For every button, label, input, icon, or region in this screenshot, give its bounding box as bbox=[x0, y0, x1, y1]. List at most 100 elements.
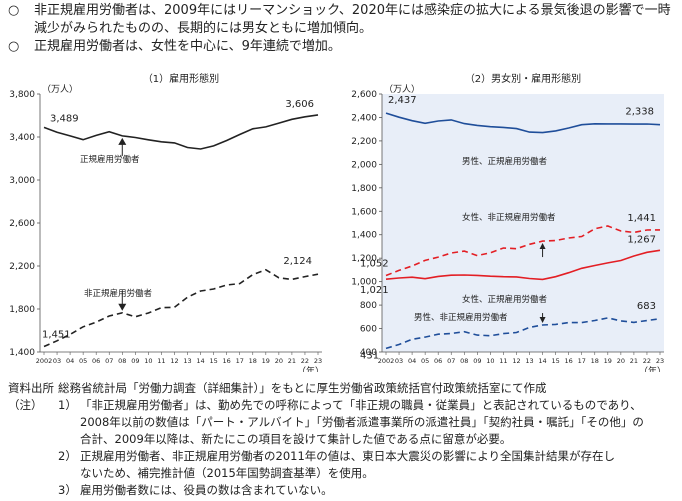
source-label: 資料出所 bbox=[8, 381, 54, 395]
series-line bbox=[385, 249, 661, 281]
chart-gender-employment-type: （2）男女別・雇用形態別 （万人） 400 600 800 1,000 1,200 1,400… bbox=[351, 72, 666, 372]
x-tick-label: 21 bbox=[630, 357, 638, 365]
note-row-2: 2） 正規雇用労働者、非正規雇用労働者の2011年の値は、東日本大震災の影響によ… bbox=[8, 448, 678, 465]
x-tick-label: 2002 bbox=[378, 357, 395, 365]
y-tick-label: 2,400 bbox=[351, 113, 377, 123]
summary-bullet-2: ○ 正規雇用労働者は、女性を中心に、9年連続で増加。 bbox=[8, 38, 678, 56]
y-unit-label: （万人） bbox=[42, 84, 78, 95]
y-tick-label: 3,000 bbox=[9, 176, 35, 186]
series-line bbox=[385, 317, 661, 350]
x-tick-label: 13 bbox=[183, 357, 191, 365]
note-number: 1） bbox=[58, 398, 77, 412]
x-tick-label: 03 bbox=[53, 357, 61, 365]
summary-bullets: ○ 非正規雇用労働者は、2009年にはリーマンショック、2020年には感染症の拡… bbox=[8, 2, 678, 56]
summary-text-1: 非正規雇用労働者は、2009年にはリーマンショック、2020年には感染症の拡大に… bbox=[34, 3, 671, 36]
notes-section: 資料出所 総務省統計局「労働力調査（詳細集計）」をもとに厚生労働省政策統括官付政… bbox=[8, 380, 678, 499]
x-tick-label: 05 bbox=[421, 357, 429, 365]
x-tick-label: 21 bbox=[288, 357, 296, 365]
x-tick-label: 13 bbox=[525, 357, 533, 365]
series-name-label: 正規雇用労働者 bbox=[80, 154, 140, 165]
chart-employment-type: （1）雇用形態別 （万人） 1,400 1,800 2,200 2,600 3,000 3,4… bbox=[9, 72, 324, 372]
series-line bbox=[43, 268, 319, 348]
series-name-label: 男性、非正規雇用労働者 bbox=[414, 312, 508, 323]
y-tick-label: 2,200 bbox=[9, 262, 35, 272]
x-tick-label: 17 bbox=[578, 357, 586, 365]
y-tick-label: 1,400 bbox=[9, 348, 35, 358]
x-tick-label: 07 bbox=[447, 357, 455, 365]
x-tick-label: 18 bbox=[249, 357, 257, 365]
summary-bullet-1: ○ 非正規雇用労働者は、2009年にはリーマンショック、2020年には感染症の拡… bbox=[8, 2, 678, 38]
x-tick-label: 15 bbox=[551, 357, 559, 365]
first-value-label: 2,437 bbox=[388, 95, 417, 106]
x-tick-label: 06 bbox=[92, 357, 100, 365]
first-value-label: 1,451 bbox=[42, 330, 71, 341]
last-value-label: 3,606 bbox=[285, 99, 314, 110]
x-tick-label: 11 bbox=[499, 357, 507, 365]
plot-background bbox=[382, 94, 664, 352]
note-number: 2） bbox=[58, 449, 77, 463]
note-row-1: （注） 1） 「非正規雇用労働者」は、勤め先での呼称によって「非正規の職員・従業… bbox=[8, 397, 678, 414]
summary-text-2: 正規雇用労働者は、女性を中心に、9年連続で増加。 bbox=[34, 39, 341, 54]
x-tick-label: 19 bbox=[604, 357, 612, 365]
note-line: 合計、2009年以降は、新たにこの項目を設けて集計した値である点に留意が必要。 bbox=[80, 432, 512, 446]
x-tick-label: 23 bbox=[314, 357, 322, 365]
y-tick-label: 2,600 bbox=[351, 90, 377, 100]
note-line: ないため、補完推計値（2015年国勢調査基準）を使用。 bbox=[80, 466, 374, 480]
x-tick-label: 17 bbox=[236, 357, 244, 365]
x-tick-label: 15 bbox=[209, 357, 217, 365]
y-tick-label: 2,000 bbox=[351, 160, 377, 170]
source-text: 総務省統計局「労働力調査（詳細集計）」をもとに厚生労働省政策統括官付政策統括室に… bbox=[58, 381, 547, 395]
last-value-label: 1,441 bbox=[627, 213, 656, 224]
series-name-label: 女性、非正規雇用労働者 bbox=[462, 212, 556, 223]
y-tick-label: 2,600 bbox=[9, 219, 35, 229]
bullet-circle-icon: ○ bbox=[8, 39, 20, 54]
x-tick-label: 05 bbox=[79, 357, 87, 365]
x-tick-label: 06 bbox=[434, 357, 442, 365]
x-axis-suffix: （年） bbox=[639, 365, 666, 372]
series-line bbox=[385, 225, 661, 277]
y-tick-label: 1,600 bbox=[351, 207, 377, 217]
y-tick-label: 3,800 bbox=[9, 90, 35, 100]
x-tick-label: 16 bbox=[223, 357, 231, 365]
x-tick-label: 22 bbox=[643, 357, 651, 365]
arrow-head bbox=[118, 137, 127, 145]
y-tick-label: 800 bbox=[360, 301, 377, 311]
x-tick-label: 19 bbox=[262, 357, 270, 365]
y-tick-label: 1,000 bbox=[351, 278, 377, 288]
x-tick-label: 04 bbox=[66, 357, 74, 365]
bullet-circle-icon: ○ bbox=[8, 3, 20, 18]
x-tick-label: 23 bbox=[656, 357, 664, 365]
first-value-label: 3,489 bbox=[50, 113, 79, 124]
last-value-label: 2,338 bbox=[625, 107, 654, 118]
y-tick-label: 1,800 bbox=[9, 305, 35, 315]
arrow-head bbox=[539, 243, 546, 250]
x-tick-label: 14 bbox=[538, 357, 546, 365]
x-tick-label: 04 bbox=[408, 357, 416, 365]
x-tick-label: 12 bbox=[512, 357, 520, 365]
y-tick-label: 400 bbox=[360, 348, 377, 358]
source-row: 資料出所 総務省統計局「労働力調査（詳細集計）」をもとに厚生労働省政策統括官付政… bbox=[8, 380, 678, 397]
series-name-label: 女性、正規雇用労働者 bbox=[462, 294, 548, 305]
note-line: 雇用労働者数には、役員の数は含まれていない。 bbox=[80, 483, 333, 497]
x-tick-label: 10 bbox=[486, 357, 494, 365]
y-unit-label: （万人） bbox=[384, 84, 420, 95]
x-tick-label: 18 bbox=[591, 357, 599, 365]
last-value-label: 1,267 bbox=[627, 234, 656, 245]
x-tick-label: 14 bbox=[196, 357, 204, 365]
series-name-label: 非正規雇用労働者 bbox=[84, 288, 153, 299]
last-value-label: 683 bbox=[637, 301, 656, 312]
x-tick-label: 03 bbox=[395, 357, 403, 365]
y-tick-label: 1,200 bbox=[351, 254, 377, 264]
x-tick-label: 20 bbox=[617, 357, 625, 365]
x-tick-label: 09 bbox=[473, 357, 481, 365]
x-axis-suffix: （年） bbox=[297, 365, 324, 372]
chart-title: （2）男女別・雇用形態別 bbox=[465, 72, 581, 85]
x-tick-label: 16 bbox=[565, 357, 573, 365]
note-row-3: 3） 雇用労働者数には、役員の数は含まれていない。 bbox=[8, 482, 678, 499]
x-tick-label: 07 bbox=[105, 357, 113, 365]
note-line: 「非正規雇用労働者」は、勤め先での呼称によって「非正規の職員・従業員」と表記され… bbox=[80, 398, 642, 412]
y-tick-label: 2,200 bbox=[351, 137, 377, 147]
series-line bbox=[385, 112, 661, 134]
first-value-label: 1,021 bbox=[360, 285, 389, 296]
y-tick-label: 600 bbox=[360, 325, 377, 335]
